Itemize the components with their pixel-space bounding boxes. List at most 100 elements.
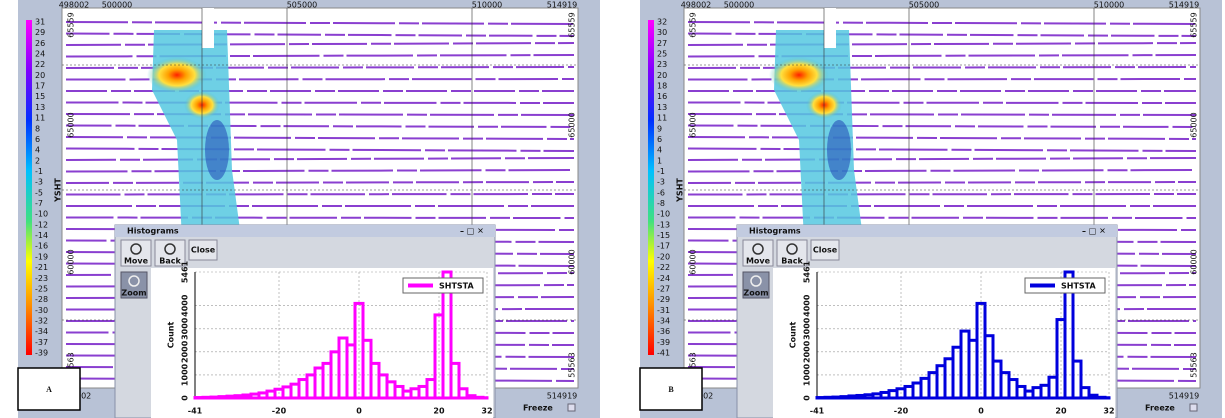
- map-y-label: 65000: [1190, 112, 1199, 137]
- histogram-window: Histograms– □ ✕MoveBackCloseZoom01000200…: [115, 225, 495, 418]
- colorbar-tick-label: -12: [35, 220, 48, 229]
- colorbar-tick-label: -36: [657, 327, 670, 336]
- map-hotspot: [769, 57, 829, 93]
- colorbar-tick-label: 2: [35, 156, 40, 165]
- button-label: Zoom: [121, 289, 146, 298]
- colorbar-tick-label: 17: [35, 82, 45, 91]
- colorbar-tick-label: -13: [657, 220, 670, 229]
- colorbar-tick-label: 1: [657, 156, 662, 165]
- colorbar-tick-label: 16: [657, 92, 667, 101]
- freeze-label: Freeze: [1145, 404, 1175, 413]
- colorbar-tick-label: -1: [657, 167, 665, 176]
- colorbar-tick-label: 22: [35, 60, 45, 69]
- map-survey-line: [688, 103, 1196, 104]
- colorbar-label: YSHT: [676, 178, 685, 203]
- map-x-label: 514919: [1169, 1, 1200, 10]
- y-tick-label: 1000: [181, 363, 190, 386]
- map-survey-line: [688, 194, 1196, 195]
- y-tick-label: 3000: [803, 317, 812, 340]
- freeze-label: Freeze: [523, 404, 553, 413]
- colorbar: [26, 20, 32, 355]
- colorbar-tick-label: -1: [35, 167, 43, 176]
- y-tick-label: 5461: [803, 260, 812, 283]
- colorbar-tick-label: 18: [657, 82, 667, 91]
- map-x-label: 500000: [724, 1, 755, 10]
- map-gap: [202, 8, 214, 48]
- colorbar-tick-label: -22: [657, 263, 670, 272]
- panel: 323027252320181613119641-1-3-6-8-10-13-1…: [640, 0, 1222, 418]
- map-x-label: 514919: [547, 1, 578, 10]
- colorbar-tick-label: -10: [35, 210, 48, 219]
- map-y-label: 60000: [1190, 249, 1199, 274]
- colorbar-tick-label: 13: [657, 103, 667, 112]
- colorbar: [648, 20, 654, 355]
- map-survey-line: [66, 103, 574, 104]
- map-y-label: 65000: [689, 112, 698, 137]
- colorbar-tick-label: -29: [657, 295, 670, 304]
- colorbar-tick-label: 4: [35, 146, 40, 155]
- y-tick-label: 3000: [181, 317, 190, 340]
- colorbar-tick-label: -31: [657, 306, 670, 315]
- colorbar-tick-label: 13: [35, 103, 45, 112]
- colorbar-tick-label: -23: [35, 274, 48, 283]
- button-label: Move: [124, 257, 149, 266]
- button-label: Back: [781, 257, 803, 266]
- map-x-label: 500000: [102, 1, 133, 10]
- colorbar-tick-label: 11: [35, 114, 45, 123]
- map-y-label: 55563: [1190, 352, 1199, 377]
- y-axis-label: Count: [789, 322, 798, 349]
- x-tick-label: 20: [433, 407, 445, 416]
- colorbar-tick-label: -5: [35, 188, 43, 197]
- button-label: Move: [746, 257, 771, 266]
- map-x-label: 514919: [1169, 392, 1200, 401]
- freeze-checkbox[interactable]: [1190, 404, 1197, 411]
- colorbar-tick-label: -37: [35, 338, 48, 347]
- colorbar-tick-label: -25: [35, 284, 48, 293]
- map-survey-line: [688, 218, 1196, 219]
- map-survey-line: [688, 67, 1196, 68]
- freeze-checkbox[interactable]: [568, 404, 575, 411]
- colorbar-tick-label: 9: [657, 124, 662, 133]
- colorbar-tick-label: -7: [35, 199, 43, 208]
- window-title: Histograms: [127, 227, 179, 236]
- colorbar-tick-label: -30: [35, 306, 48, 315]
- map-y-label: 65000: [67, 112, 76, 137]
- colorbar-tick-label: -8: [657, 199, 665, 208]
- colorbar-tick-label: -39: [35, 349, 48, 358]
- map-x-label: 498002: [681, 1, 712, 10]
- colorbar-tick-label: -14: [35, 231, 48, 240]
- x-tick-label: -41: [810, 407, 825, 416]
- colorbar-tick-label: 23: [657, 60, 667, 69]
- x-tick-label: 0: [978, 407, 984, 416]
- panel: 312926242220171513118642-1-3-5-7-10-12-1…: [18, 0, 600, 418]
- y-tick-label: 1000: [803, 363, 812, 386]
- colorbar-tick-label: 11: [657, 114, 667, 123]
- map-y-label: 60000: [67, 249, 76, 274]
- button-label: Back: [159, 257, 181, 266]
- colorbar-label: YSHT: [54, 178, 63, 203]
- map-low: [205, 120, 229, 180]
- colorbar-tick-label: 26: [35, 39, 45, 48]
- map-x-label: 498002: [59, 1, 90, 10]
- colorbar-tick-label: -32: [35, 316, 48, 325]
- colorbar-tick-label: -21: [35, 263, 48, 272]
- colorbar-tick-label: 15: [35, 92, 45, 101]
- y-axis-label: Count: [167, 322, 176, 349]
- y-tick-label: 0: [181, 395, 190, 401]
- x-tick-label: -20: [894, 407, 909, 416]
- colorbar-tick-label: -17: [657, 242, 670, 251]
- colorbar-tick-label: -15: [657, 231, 670, 240]
- panel-label: A: [46, 385, 52, 394]
- x-tick-label: 32: [481, 407, 492, 416]
- colorbar-tick-label: -16: [35, 242, 48, 251]
- x-tick-label: 32: [1103, 407, 1114, 416]
- map-x-label: 510000: [472, 1, 503, 10]
- map-y-label: 60000: [568, 249, 577, 274]
- y-tick-label: 2000: [181, 340, 190, 363]
- legend-label: SHTSTA: [1061, 282, 1097, 291]
- map-survey-line: [66, 218, 574, 219]
- button-label: Close: [813, 246, 838, 255]
- map-x-label: 505000: [287, 1, 318, 10]
- screenshot: 312926242220171513118642-1-3-5-7-10-12-1…: [0, 0, 1225, 418]
